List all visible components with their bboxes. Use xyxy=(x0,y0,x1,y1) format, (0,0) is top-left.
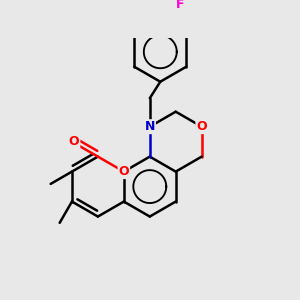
Text: N: N xyxy=(145,120,155,133)
Text: O: O xyxy=(196,120,207,133)
Text: F: F xyxy=(176,0,184,11)
Text: O: O xyxy=(69,135,79,148)
Text: O: O xyxy=(118,165,129,178)
